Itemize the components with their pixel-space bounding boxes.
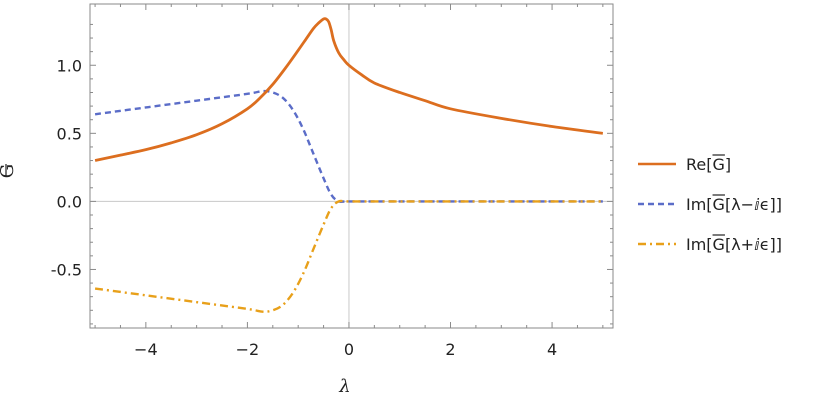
x-tick-label: −2 [236, 340, 260, 359]
y-tick-label: 0.5 [57, 124, 82, 143]
legend-label-2: Im[G[λ+ⅈϵ]] [686, 235, 782, 254]
series-layer [94, 17, 604, 313]
y-tick-label: 1.0 [57, 56, 82, 75]
legend-label-1: Im[G[λ−ⅈϵ]] [686, 195, 782, 214]
x-tick-label: 2 [445, 340, 455, 359]
series-line-2 [94, 199, 603, 313]
x-tick-label: −4 [134, 340, 158, 359]
svg-text:G: G [0, 164, 18, 178]
x-tick-label: 0 [344, 340, 354, 359]
axis-ticks: −4 −2 0 2 4 -0.5 0.0 0.5 1.0 [51, 4, 613, 359]
y-tick-label: -0.5 [51, 260, 82, 279]
series-line-0 [94, 17, 604, 162]
x-tick-label: 4 [547, 340, 557, 359]
x-axis-title: λ [338, 376, 350, 397]
legend-label-0: Re[G] [686, 155, 731, 174]
zero-lines [90, 4, 613, 328]
y-axis-title: G [0, 164, 18, 178]
plot-frame [89, 3, 614, 329]
legend: Re[G] Im[G[λ−ⅈϵ]] Im[G[λ+ⅈϵ]] [638, 154, 782, 254]
y-tick-label: 0.0 [57, 192, 82, 211]
